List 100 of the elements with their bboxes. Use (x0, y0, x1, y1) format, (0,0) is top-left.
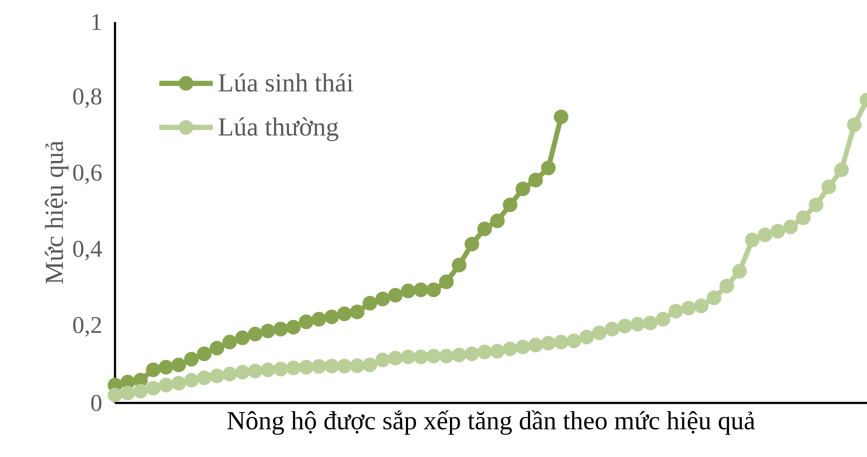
point (210, 368, 224, 384)
point (324, 358, 339, 374)
point (452, 348, 466, 362)
y-tick-label: 0,6 (73, 164, 102, 184)
point (260, 362, 276, 378)
point (120, 374, 136, 390)
point (439, 348, 454, 364)
point (158, 360, 174, 374)
point (426, 282, 441, 298)
point (222, 334, 238, 350)
point (337, 306, 352, 322)
point (744, 232, 760, 248)
point (541, 336, 556, 350)
point (158, 378, 174, 392)
point (643, 316, 658, 330)
point (324, 310, 339, 324)
point (375, 292, 390, 306)
y-tick-label: 0,4 (73, 240, 102, 260)
point (808, 198, 824, 212)
point (618, 318, 632, 334)
point (312, 312, 326, 326)
point (452, 258, 466, 272)
point (337, 358, 352, 374)
point (235, 330, 250, 346)
point (210, 340, 224, 356)
point (184, 372, 199, 388)
point (414, 350, 428, 364)
point (146, 380, 161, 396)
point (464, 236, 480, 252)
point (196, 370, 212, 386)
point (834, 162, 849, 178)
point (388, 288, 403, 302)
point (630, 316, 645, 332)
point (426, 348, 441, 364)
point (541, 160, 556, 176)
point (312, 359, 326, 374)
point (592, 326, 607, 340)
point (400, 284, 416, 298)
y-tick-label: 1 (92, 14, 101, 30)
point (528, 338, 543, 352)
point (464, 346, 480, 362)
y-tick-label: 0,2 (73, 316, 101, 337)
point (579, 330, 594, 344)
point (108, 388, 122, 402)
point (477, 222, 492, 236)
point (821, 180, 836, 194)
point (706, 290, 722, 306)
x-axis-title: Nông hộ được sắp xếp tăng dần theo mức hiệu quả (227, 410, 755, 435)
y-axis-title: Mức hiệu quả (44, 140, 68, 284)
point (235, 364, 250, 380)
point (171, 376, 186, 390)
point (120, 386, 136, 400)
point (133, 384, 148, 398)
point (222, 366, 238, 382)
point (133, 372, 148, 388)
point (668, 304, 684, 318)
point (846, 118, 862, 132)
point (783, 220, 798, 234)
point (298, 314, 314, 330)
point (566, 334, 582, 348)
y-tick-label: 0 (91, 394, 102, 412)
point (732, 264, 747, 278)
point (439, 274, 454, 290)
point (286, 360, 301, 376)
point (248, 326, 263, 342)
point (171, 358, 186, 372)
point (490, 344, 505, 358)
point (362, 358, 378, 372)
point (604, 322, 620, 336)
point (554, 334, 568, 350)
point (248, 364, 263, 378)
point (516, 182, 530, 196)
point (260, 324, 276, 338)
point (375, 352, 390, 368)
point (758, 228, 772, 242)
point (414, 282, 428, 298)
point (554, 110, 568, 124)
y-tick-label: 0,8 (73, 88, 102, 108)
legend-label: Lúa sinh thái (218, 73, 354, 92)
point (273, 322, 288, 336)
point (196, 346, 212, 362)
point (796, 210, 811, 226)
point (400, 350, 416, 364)
point (719, 278, 734, 294)
point (362, 296, 378, 310)
point (350, 304, 364, 320)
point (388, 350, 403, 366)
point (681, 300, 696, 316)
point (516, 340, 530, 354)
point (286, 320, 301, 334)
point (146, 362, 161, 378)
legend-label: Lúa thường (218, 117, 338, 142)
point (477, 344, 492, 360)
point (770, 224, 786, 238)
point (273, 362, 288, 376)
point (694, 298, 709, 314)
point (184, 352, 199, 366)
point (502, 198, 518, 212)
point (350, 358, 364, 373)
point (298, 360, 314, 374)
